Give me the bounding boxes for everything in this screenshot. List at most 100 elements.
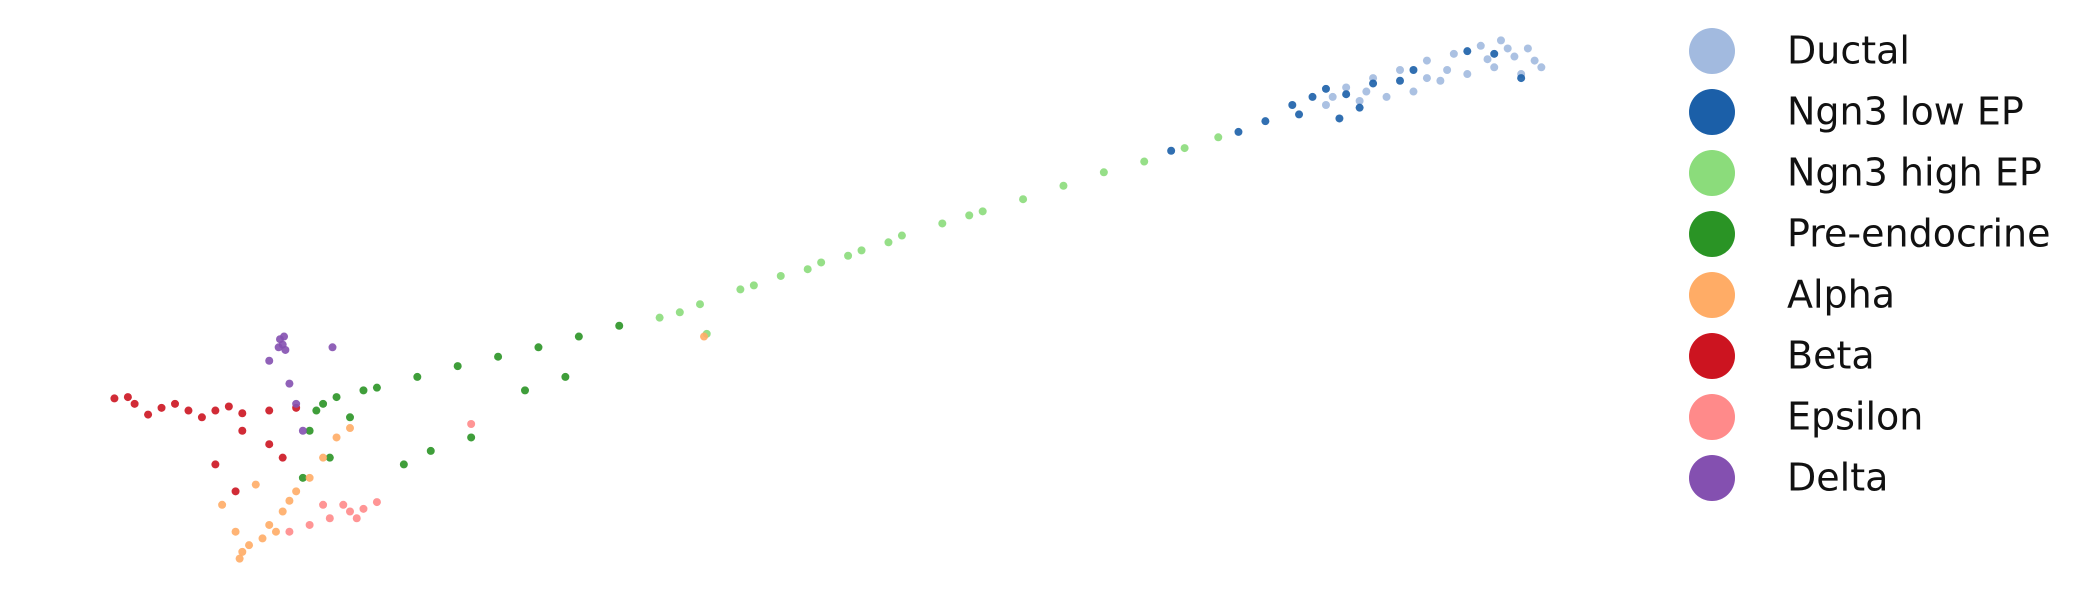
point [1443,65,1452,74]
point [749,281,758,290]
point [413,372,422,381]
point [675,308,684,317]
legend-label: Ductal [1787,29,1910,73]
point [218,500,227,509]
point [231,487,240,496]
point [265,406,274,415]
point [736,285,745,294]
point [1422,56,1431,65]
point [1295,110,1304,119]
point [776,271,785,280]
legend-marker [1689,211,1735,257]
legend: Ductal Ngn3 low EP Ngn3 high EP Pre-endocri… [1689,28,2051,501]
point [285,527,294,536]
point [1422,74,1431,83]
point [238,426,247,435]
series [1321,36,1546,109]
point [346,413,354,422]
series [655,133,1223,338]
point [1409,65,1418,74]
point [278,507,287,516]
point [339,500,348,509]
point [399,460,408,469]
point [1321,100,1330,109]
point [426,446,435,455]
point [319,453,328,462]
point [655,313,664,322]
legend-marker [1689,89,1735,135]
point [521,386,529,395]
point [235,554,244,563]
point [1537,63,1546,72]
series [298,321,624,482]
point [965,211,974,220]
point [1355,103,1364,112]
point [615,321,624,330]
point [285,496,294,505]
point [245,541,254,550]
point [144,410,153,419]
point [157,403,166,412]
point [1261,117,1270,126]
point [1342,90,1351,99]
series [285,420,476,536]
point [857,246,866,255]
legend-marker [1689,28,1735,74]
point [238,409,247,418]
point [325,514,334,523]
point [346,507,354,516]
point [978,207,987,216]
series [265,332,337,435]
point [1214,133,1223,142]
point [211,460,220,469]
point [1483,55,1492,64]
point [1490,49,1499,58]
point [1396,76,1404,85]
point [298,426,307,435]
point [280,332,289,341]
point [1342,83,1351,92]
point [123,393,132,402]
point [453,362,462,371]
point [574,332,583,341]
point [265,440,274,449]
legend-label: Pre-endocrine [1787,212,2051,256]
point [844,251,853,260]
point [211,406,220,415]
point [700,332,709,341]
legend-marker [1689,272,1735,318]
point [372,498,381,507]
point [1234,127,1243,136]
point [1476,41,1485,50]
point [224,402,233,411]
point [197,413,206,422]
point [1328,92,1337,101]
point [467,420,476,429]
point [265,356,274,365]
point [1409,87,1418,96]
point [332,433,341,442]
point [1496,36,1505,45]
point [1490,63,1499,72]
point [265,520,274,529]
legend-label: Delta [1787,456,1888,500]
series [218,332,709,563]
point [467,433,476,442]
point [1463,47,1472,56]
legend-marker [1689,333,1735,379]
point [281,345,290,354]
point [359,504,368,513]
point [1180,144,1189,153]
legend-marker [1689,394,1735,440]
point [938,219,947,228]
point [1449,49,1458,58]
point [1099,168,1108,177]
point [1369,79,1378,88]
point [817,258,826,267]
point [561,372,570,381]
point [319,500,328,509]
point [534,343,543,352]
point [332,393,341,402]
point [305,473,314,482]
